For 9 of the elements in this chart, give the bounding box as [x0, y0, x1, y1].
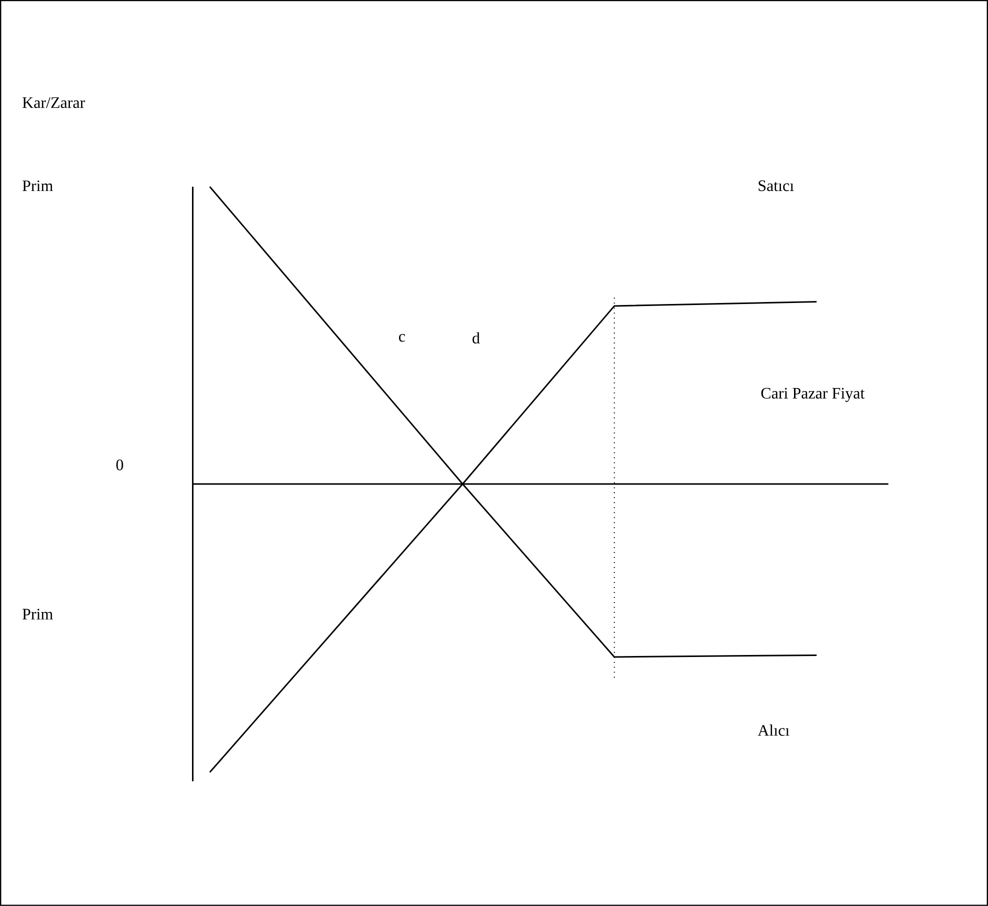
x-axis-title: Cari Pazar Fiyat — [761, 388, 865, 402]
annotation: Satıcı — [758, 180, 794, 192]
annotation: d — [472, 332, 480, 344]
text: Kar/Zarar — [22, 97, 86, 108]
text: Prim — [22, 180, 53, 192]
text: 0 — [116, 460, 124, 470]
annotation: c — [399, 334, 406, 342]
annotation: Alıcı — [758, 724, 790, 736]
text: Prim — [22, 608, 53, 620]
